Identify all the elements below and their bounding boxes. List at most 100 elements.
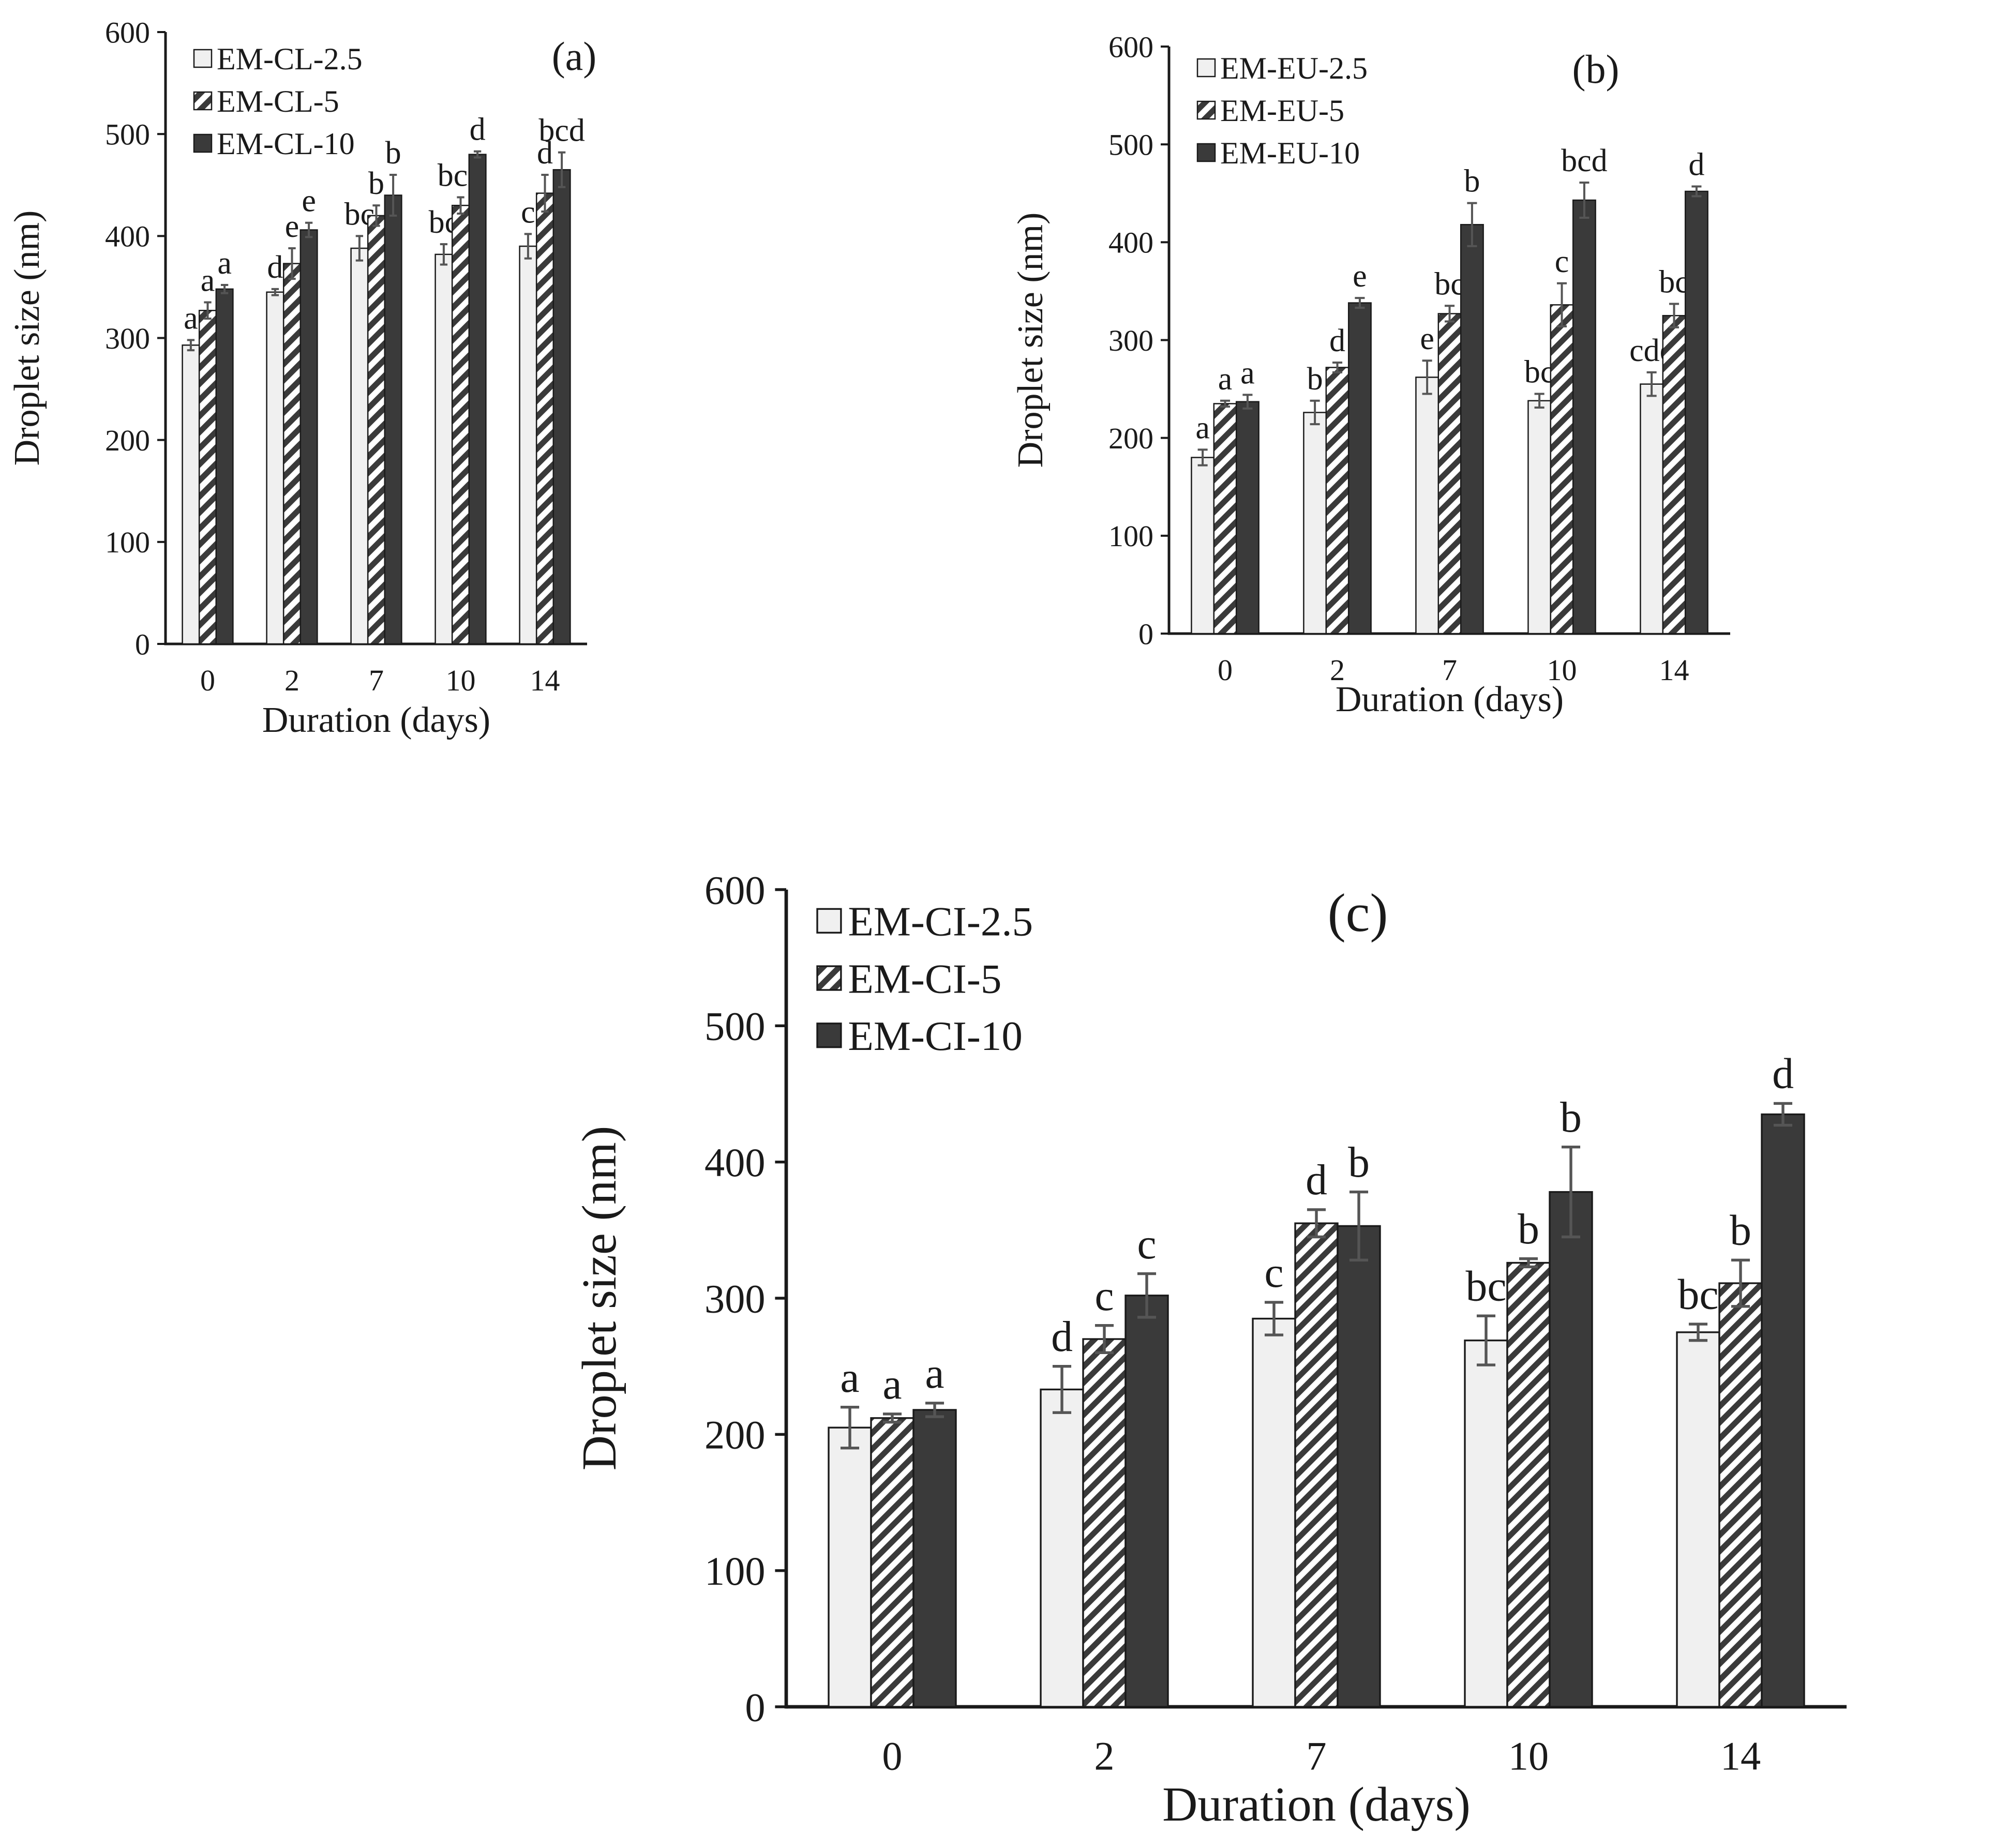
y-tick-label: 100 xyxy=(1108,519,1153,553)
x-tick-label: 14 xyxy=(1720,1734,1761,1779)
bar-EM-CL-2.5 xyxy=(519,245,537,645)
significance-letter: b xyxy=(368,166,384,201)
significance-letter: a xyxy=(217,246,232,281)
y-tick-label: 0 xyxy=(745,1685,765,1730)
bar-EM-EU-5 xyxy=(1662,314,1686,635)
legend-label: EM-CI-5 xyxy=(848,955,1001,1002)
bar-EM-EU-10 xyxy=(1572,199,1596,635)
significance-letter: c xyxy=(1264,1249,1283,1297)
significance-letter: a xyxy=(1218,362,1233,397)
x-tick-label: 0 xyxy=(882,1734,902,1779)
bar-EM-EU-5 xyxy=(1550,304,1574,635)
significance-letter: b xyxy=(1518,1205,1539,1253)
significance-letter: a xyxy=(201,263,215,298)
x-tick-label: 10 xyxy=(1508,1734,1549,1779)
legend-label: EM-EU-5 xyxy=(1220,94,1344,128)
legend-swatch xyxy=(816,908,842,934)
significance-letter: d xyxy=(1688,147,1704,183)
significance-letter: e xyxy=(285,209,299,244)
bar-EM-CI-10 xyxy=(1125,1295,1169,1708)
y-tick-label: 500 xyxy=(105,117,150,151)
bar-EM-CI-5 xyxy=(870,1417,914,1708)
bar-EM-CL-2.5 xyxy=(434,253,453,645)
x-tick-label: 2 xyxy=(1330,653,1345,687)
bar-EM-CL-5 xyxy=(282,263,302,645)
y-tick-label: 300 xyxy=(1108,324,1153,357)
panel-label: (c) xyxy=(1328,882,1388,943)
bar-EM-CL-5 xyxy=(535,192,554,645)
significance-letter: d xyxy=(1306,1156,1327,1204)
y-tick-label: 400 xyxy=(1108,226,1153,260)
bar-EM-EU-2.5 xyxy=(1191,457,1215,635)
legend-swatch xyxy=(193,49,213,68)
bar-EM-CI-10 xyxy=(1549,1191,1593,1708)
y-axis-title: Droplet size (nm) xyxy=(1011,213,1051,468)
bar-EM-CL-10 xyxy=(299,229,318,645)
significance-letter: e xyxy=(1353,259,1367,294)
bar-EM-CI-10 xyxy=(912,1409,957,1708)
y-tick-label: 600 xyxy=(704,867,765,912)
y-tick-label: 300 xyxy=(704,1276,765,1321)
y-tick-label: 500 xyxy=(1108,128,1153,161)
legend-swatch xyxy=(1196,58,1216,78)
bar-EM-EU-10 xyxy=(1235,401,1260,635)
y-tick-label: 200 xyxy=(704,1413,765,1458)
panel-label: (a) xyxy=(552,34,597,79)
significance-letter: bcd xyxy=(538,113,585,148)
bar-EM-CL-2.5 xyxy=(182,344,200,645)
significance-letter: a xyxy=(1240,355,1255,390)
legend-swatch xyxy=(816,965,842,991)
panel-label: (b) xyxy=(1572,47,1620,92)
x-tick-label: 0 xyxy=(1218,653,1233,687)
bar-EM-CL-5 xyxy=(198,310,217,645)
significance-letter: d xyxy=(537,136,553,171)
significance-letter: d xyxy=(1051,1313,1073,1361)
y-tick-label: 500 xyxy=(704,1004,765,1049)
significance-letter: b xyxy=(385,136,401,171)
legend-label: EM-CI-10 xyxy=(848,1013,1022,1059)
x-tick-label: 2 xyxy=(1094,1734,1114,1779)
bar-EM-EU-5 xyxy=(1437,313,1462,635)
x-tick-label: 0 xyxy=(200,664,215,697)
x-axis-title: Duration (days) xyxy=(1336,680,1564,719)
significance-letter: d xyxy=(470,112,486,147)
significance-letter: bcd xyxy=(1561,143,1608,178)
significance-letter: b xyxy=(1348,1138,1370,1186)
bar-EM-CI-2.5 xyxy=(1676,1331,1720,1708)
bar-EM-EU-2.5 xyxy=(1640,383,1664,635)
x-tick-label: 14 xyxy=(530,664,560,697)
significance-letter: e xyxy=(1420,321,1434,356)
significance-letter: b xyxy=(1464,164,1480,199)
bar-EM-EU-5 xyxy=(1213,403,1237,635)
x-tick-label: 7 xyxy=(369,664,384,697)
legend-swatch xyxy=(1196,100,1216,120)
significance-letter: c xyxy=(1095,1272,1114,1320)
significance-letter: bc xyxy=(1466,1263,1507,1311)
x-axis-title: Duration (days) xyxy=(1162,1778,1471,1831)
bar-EM-CL-10 xyxy=(384,194,402,645)
x-axis-title: Duration (days) xyxy=(262,700,490,740)
bar-EM-EU-2.5 xyxy=(1303,412,1327,635)
legend-label: EM-CI-2.5 xyxy=(848,898,1033,945)
significance-letter: a xyxy=(840,1354,859,1402)
legend-swatch xyxy=(816,1023,842,1048)
y-tick-label: 200 xyxy=(1108,422,1153,455)
x-tick-label: 14 xyxy=(1659,653,1689,687)
bar-EM-CI-10 xyxy=(1761,1113,1805,1708)
bar-EM-CL-2.5 xyxy=(266,291,284,645)
bar-EM-EU-2.5 xyxy=(1415,377,1440,635)
legend-swatch xyxy=(1196,143,1216,162)
bar-EM-CI-2.5 xyxy=(1252,1317,1296,1708)
y-tick-label: 600 xyxy=(105,16,150,49)
significance-letter: b xyxy=(1307,362,1323,397)
significance-letter: c xyxy=(1555,244,1569,279)
significance-letter: a xyxy=(1195,410,1210,445)
bar-EM-EU-5 xyxy=(1325,367,1350,635)
bar-EM-CI-10 xyxy=(1337,1225,1381,1708)
bar-EM-CI-2.5 xyxy=(1040,1388,1084,1708)
legend-label: EM-EU-2.5 xyxy=(1220,51,1368,85)
significance-letter: a xyxy=(882,1360,902,1408)
